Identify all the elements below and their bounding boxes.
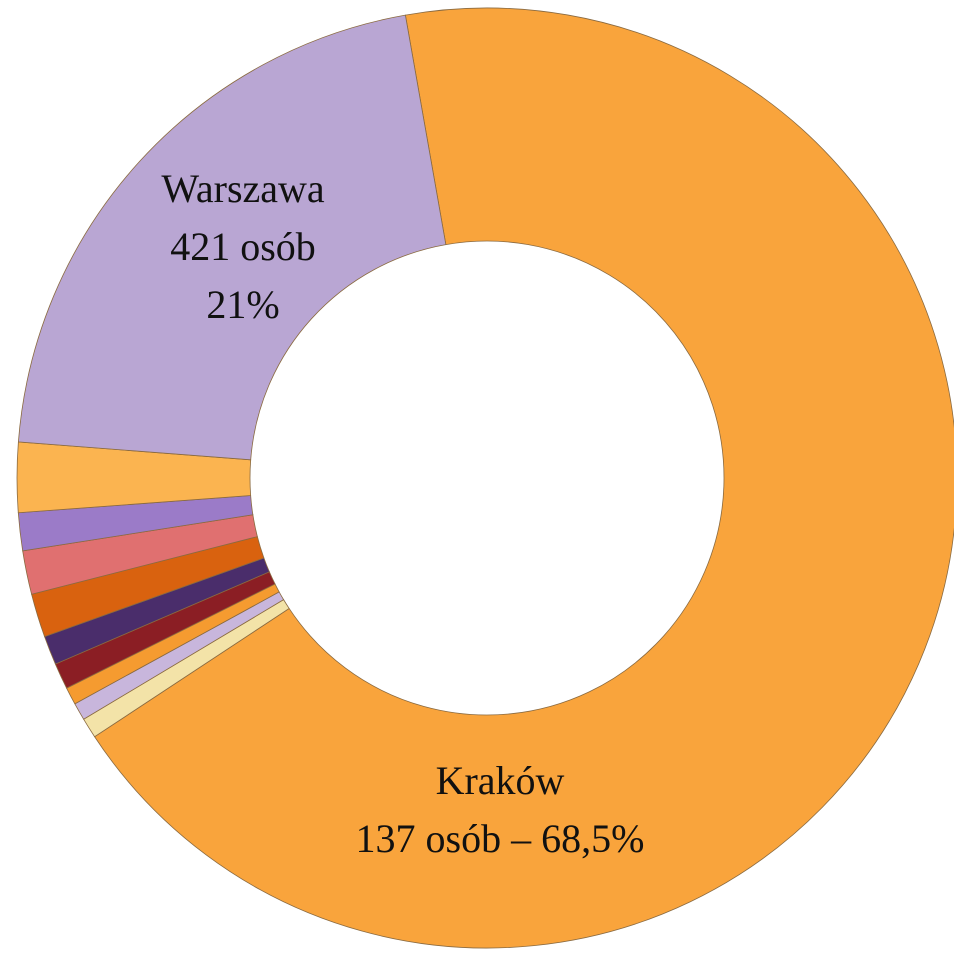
donut-slice [94,7,954,949]
slice-value-label: 421 osób [170,224,316,269]
slice-value-label: 21% [206,282,279,327]
slice-label: Kraków [436,758,565,803]
slice-label: Warszawa [161,166,325,211]
slice-value-label: 137 osób – 68,5% [356,816,645,861]
donut-slice [17,14,447,461]
